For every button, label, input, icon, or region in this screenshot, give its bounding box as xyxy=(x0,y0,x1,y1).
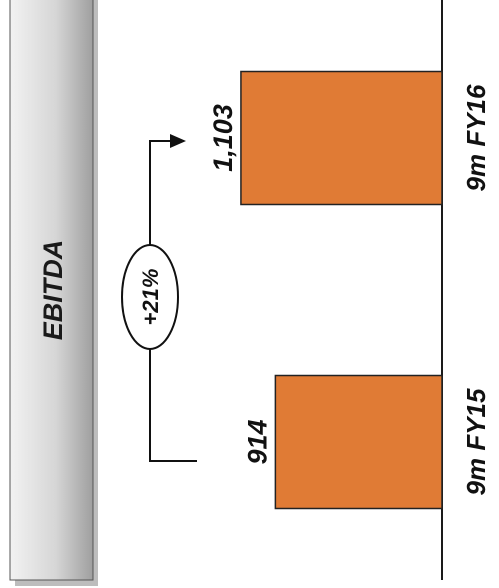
bar-9m-fy15 xyxy=(274,374,443,510)
growth-badge xyxy=(121,244,179,350)
value-label-9m-fy16: 1,103 xyxy=(208,104,238,172)
value-label-9m-fy15: 914 xyxy=(242,419,272,464)
bar-9m-fy16 xyxy=(240,70,443,206)
category-label-9m-fy15: 9m FY15 xyxy=(461,388,491,495)
category-label-9m-fy16: 9m FY16 xyxy=(461,84,491,191)
chart-title-panel: EBITDA xyxy=(9,0,98,586)
chart-title: EBITDA xyxy=(38,240,68,341)
growth-label: +21% xyxy=(138,269,163,326)
growth-connector: +21% xyxy=(121,134,197,462)
growth-arrow-head xyxy=(170,134,186,148)
